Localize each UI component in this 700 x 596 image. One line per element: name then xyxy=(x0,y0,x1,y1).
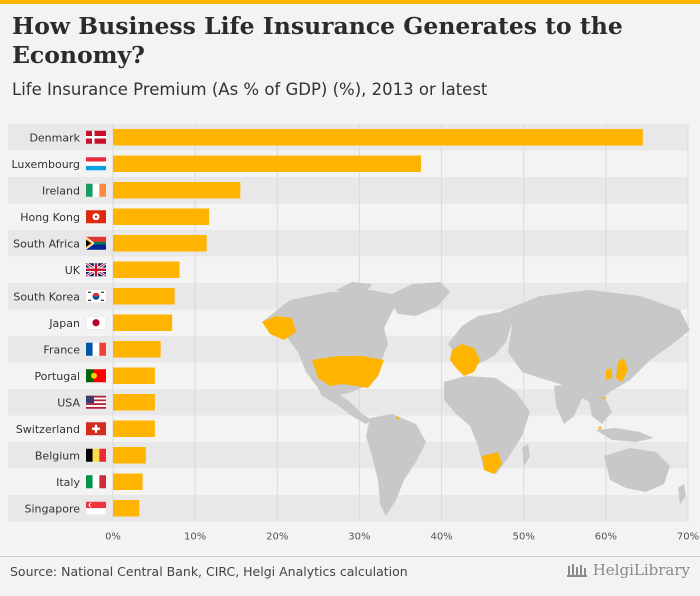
category-label: Hong Kong xyxy=(20,211,80,224)
map-singapore-dot xyxy=(598,426,602,430)
map-usa xyxy=(312,356,384,388)
singapore-flag xyxy=(85,501,107,515)
bar xyxy=(113,367,155,384)
category-label: Portugal xyxy=(34,370,80,383)
france-flag xyxy=(86,342,106,356)
map-india xyxy=(554,384,584,424)
usa-flag xyxy=(86,395,106,409)
bar-chart: Denmark Luxembourg Ireland Hong Kong South A… xyxy=(8,124,699,543)
map-europe-highlight xyxy=(450,344,480,376)
bar xyxy=(113,129,643,146)
category-label: Luxembourg xyxy=(11,158,80,171)
brand-name: HelgiLibrary xyxy=(592,561,690,579)
bar xyxy=(113,288,175,305)
map-caribbean-dot xyxy=(396,416,400,420)
category-label: UK xyxy=(65,264,81,277)
x-tick-label: 0% xyxy=(105,532,121,543)
x-tick-label: 30% xyxy=(348,532,370,543)
bar xyxy=(113,473,143,490)
x-tick-label: 60% xyxy=(595,532,617,543)
map-korea xyxy=(606,368,612,380)
bar xyxy=(113,420,155,437)
south-korea-flag xyxy=(85,289,107,303)
map-africa xyxy=(444,376,530,474)
luxembourg-flag xyxy=(86,157,106,171)
bar xyxy=(113,341,161,358)
bar xyxy=(113,447,146,464)
map-madagascar xyxy=(522,444,530,466)
switzerland-flag xyxy=(86,422,106,436)
category-label: South Korea xyxy=(13,290,80,303)
denmark-flag xyxy=(86,130,106,144)
map-central-america xyxy=(318,388,372,424)
source-note: Source: National Central Bank, CIRC, Hel… xyxy=(10,564,408,579)
category-label: Ireland xyxy=(42,184,80,197)
map-indonesia xyxy=(596,428,654,442)
map-australia xyxy=(604,448,670,492)
bar xyxy=(113,155,422,172)
map-south-america xyxy=(366,414,426,516)
footer-divider xyxy=(0,556,700,557)
row-band xyxy=(8,230,688,257)
japan-flag xyxy=(85,316,107,330)
map-alaska xyxy=(262,316,296,340)
chart-subtitle: Life Insurance Premium (As % of GDP) (%)… xyxy=(12,80,488,99)
x-tick-label: 50% xyxy=(513,532,535,543)
brand-logo: HelgiLibrary xyxy=(566,561,690,579)
category-label: Italy xyxy=(56,476,80,489)
italy-flag xyxy=(86,475,106,489)
category-label: Denmark xyxy=(29,131,80,144)
x-tick-label: 40% xyxy=(430,532,452,543)
map-greenland xyxy=(388,282,450,316)
category-label: USA xyxy=(57,396,80,409)
row-band xyxy=(8,177,688,204)
south-africa-flag xyxy=(86,236,106,250)
bar xyxy=(113,500,140,517)
x-tick-labels: 0% 10% 20% 30% 40% 50% 60% 70% xyxy=(105,532,699,543)
x-tick-label: 10% xyxy=(184,532,206,543)
library-icon xyxy=(566,564,587,577)
bar xyxy=(113,208,210,225)
world-map-background xyxy=(262,282,690,516)
category-label: Singapore xyxy=(25,502,81,515)
category-label: Switzerland xyxy=(16,423,80,436)
map-new-zealand xyxy=(678,484,686,504)
x-tick-label: 20% xyxy=(266,532,288,543)
category-labels: Denmark Luxembourg Ireland Hong Kong South A… xyxy=(11,131,80,515)
portugal-flag xyxy=(86,369,106,383)
map-south-africa xyxy=(482,452,502,474)
map-hong-kong-dot xyxy=(602,396,606,400)
ireland-flag xyxy=(86,183,106,197)
map-arctic-islands xyxy=(336,282,372,294)
map-southeast-asia xyxy=(588,396,612,424)
bar xyxy=(113,394,155,411)
bar xyxy=(113,261,180,278)
category-label: France xyxy=(43,343,80,356)
category-label: South Africa xyxy=(13,237,80,250)
belgium-flag xyxy=(86,448,106,462)
hong-kong-flag xyxy=(86,210,106,224)
uk-flag xyxy=(85,262,107,278)
bars xyxy=(113,129,643,517)
bar xyxy=(113,235,207,252)
bar xyxy=(113,314,173,331)
row-band xyxy=(8,495,688,522)
top-accent-bar xyxy=(0,0,700,4)
category-label: Japan xyxy=(48,317,80,330)
x-tick-label: 70% xyxy=(677,532,699,543)
chart-title: How Business Life Insurance Generates to… xyxy=(12,12,623,69)
row-band xyxy=(8,442,688,469)
category-label: Belgium xyxy=(35,449,80,462)
map-asia xyxy=(500,290,690,404)
map-japan xyxy=(616,358,628,382)
bar xyxy=(113,182,241,199)
flags xyxy=(85,130,107,515)
